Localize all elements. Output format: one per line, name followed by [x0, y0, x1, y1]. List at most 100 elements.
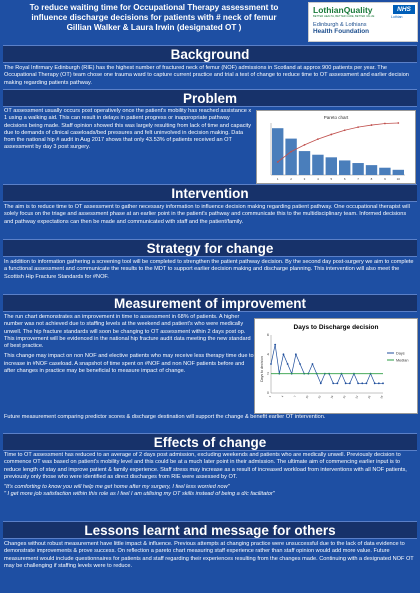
lessons-text: Changes without robust measurement have …	[4, 541, 414, 569]
effects-heading: Effects of change	[3, 433, 417, 451]
dtd-y-tick-label: 2	[267, 372, 269, 376]
dtd-x-tick-label: 19	[342, 394, 347, 399]
dtd-x-tick-label: 1	[268, 394, 272, 397]
dtd-days-point	[344, 382, 347, 385]
days-to-decision-chart-svg: Days to Discharge decision Days to decis…	[260, 324, 408, 399]
dtd-days-point	[319, 382, 322, 385]
pareto-cumulative-point	[384, 122, 386, 125]
strategy-text: In addition to information gathering a s…	[4, 259, 414, 280]
dtd-days-point	[286, 363, 289, 365]
problem-text: OT assessment usually occurs post operat…	[4, 108, 252, 151]
measurement-paragraph-3: Future measurement comparing predictor s…	[4, 414, 326, 420]
pareto-bar	[379, 167, 391, 175]
dtd-days-point	[336, 382, 339, 385]
dtd-x-tick-label: 22	[354, 394, 359, 399]
dtd-days-point	[373, 382, 376, 385]
dtd-chart-title: Days to Discharge decision	[294, 324, 379, 331]
pareto-bar	[392, 169, 404, 175]
lessons-heading: Lessons learnt and message for others	[3, 521, 417, 539]
dtd-days-point	[348, 382, 351, 385]
dtd-days-point	[282, 353, 285, 356]
dtd-x-tick-label: 25	[367, 394, 372, 399]
pareto-bar	[272, 128, 284, 175]
pareto-cumulative-point	[370, 124, 373, 126]
dtd-y-tick-label: 0	[267, 391, 269, 395]
pareto-tick-label: 9	[384, 177, 386, 181]
pareto-cumulative-point	[276, 161, 279, 163]
dtd-days-point	[294, 353, 297, 356]
measurement-paragraph-2: This change may impact on non NOF and el…	[4, 353, 254, 375]
pareto-tick-label: 2	[290, 177, 292, 181]
dtd-x-tick-label: 7	[293, 394, 297, 397]
dtd-days-point	[311, 363, 314, 365]
lothian-quality-tagline: BETTER HEALTH, BETTER CARE, BETTER VALUE	[313, 15, 375, 18]
dtd-x-tick-label: 28	[379, 394, 384, 399]
dtd-days-point	[274, 343, 277, 346]
poster-header: To reduce waiting time for Occupational …	[0, 0, 420, 44]
pareto-chart-title: Pareto chart	[324, 115, 349, 120]
dtd-days-point	[361, 382, 364, 385]
pareto-bar	[298, 151, 311, 175]
pareto-chart: Pareto chart 1 2 3 4 5 6 7 8 9 10	[256, 110, 416, 184]
pareto-tick-label: 4	[317, 177, 319, 181]
dtd-days-point	[365, 382, 368, 385]
staff-quote: " I get more job satisfaction within thi…	[4, 491, 275, 498]
pareto-cumulative-point	[330, 133, 333, 136]
dtd-y-tick-label: 6	[267, 333, 269, 337]
dtd-y-tick-label: 4	[267, 352, 269, 356]
patient-quote: "It's comforting to know you will help m…	[4, 484, 230, 491]
nhs-lothian-label: Lothian	[391, 15, 403, 19]
strategy-heading: Strategy for change	[3, 239, 417, 257]
measurement-heading: Measurement of improvement	[3, 294, 417, 312]
hf-line-2: Health Foundation	[313, 27, 370, 35]
pareto-cumulative-point	[343, 129, 346, 132]
dtd-days-point	[382, 382, 384, 385]
pareto-bar	[285, 138, 297, 175]
dtd-y-axis-label: Days to decision	[260, 356, 264, 382]
lothian-quality-logo: LothianQuality	[313, 5, 373, 15]
effects-body: Time to OT assessment has reduced to an …	[4, 452, 416, 499]
pareto-tick-label: 6	[344, 177, 346, 181]
dtd-x-tick-label: 16	[329, 394, 334, 399]
pareto-bar	[352, 163, 364, 175]
dtd-days-point	[332, 382, 335, 385]
days-to-decision-chart: Days to Discharge decision Days to decis…	[254, 318, 418, 414]
problem-heading: Problem	[3, 89, 417, 107]
background-text: The Royal Infirmary Edinburgh (RIE) has …	[4, 65, 409, 86]
measurement-text: The run chart demonstrates an improvemen…	[4, 314, 254, 378]
title-authors: Gillian Walker & Laura Irwin (designated…	[66, 23, 242, 32]
intervention-text: The aim is to reduce time to OT assessme…	[4, 204, 410, 225]
title-line-1: To reduce waiting time for Occupational …	[29, 3, 279, 12]
pareto-tick-label: 5	[330, 177, 332, 181]
pareto-bar	[325, 157, 337, 175]
dtd-x-tick-label: 4	[280, 394, 284, 397]
pareto-cumulative-point	[317, 138, 319, 141]
poster-title: To reduce waiting time for Occupational …	[4, 3, 304, 33]
pareto-cumulative-point	[290, 150, 292, 153]
pareto-cumulative-line	[277, 122, 399, 163]
title-line-2: influence discharge decisions for patien…	[31, 13, 277, 22]
background-heading: Background	[3, 45, 417, 63]
pareto-tick-label: 8	[371, 177, 373, 181]
measurement-paragraph-1: The run chart demonstrates an improvemen…	[4, 314, 251, 350]
dtd-days-point	[357, 382, 360, 385]
pareto-tick-label: 3	[304, 177, 306, 181]
pareto-cumulative-point	[397, 122, 400, 124]
dtd-x-tick-label: 13	[317, 394, 322, 399]
pareto-bar	[312, 154, 324, 175]
pareto-bar	[339, 160, 351, 175]
partner-logos: LothianQuality BETTER HEALTH, BETTER CAR…	[308, 2, 418, 42]
dtd-days-point	[299, 363, 301, 365]
dtd-legend-label: Days	[396, 351, 405, 355]
health-foundation-logo: Edinburgh & Lothians Health Foundation	[313, 22, 369, 35]
pareto-chart-svg: Pareto chart 1 2 3 4 5 6 7 8 9 10	[270, 115, 405, 181]
nhs-logo: NHS	[393, 5, 415, 14]
dtd-x-tick-label: 10	[305, 394, 310, 399]
pareto-cumulative-point	[357, 126, 359, 129]
pareto-cumulative-point	[303, 143, 306, 146]
dtd-days-point	[270, 363, 272, 365]
intervention-heading: Intervention	[3, 184, 417, 202]
pareto-tick-label: 1	[277, 177, 279, 181]
pareto-tick-label: 10	[397, 177, 401, 181]
effects-text: Time to OT assessment has reduced to an …	[4, 452, 407, 480]
